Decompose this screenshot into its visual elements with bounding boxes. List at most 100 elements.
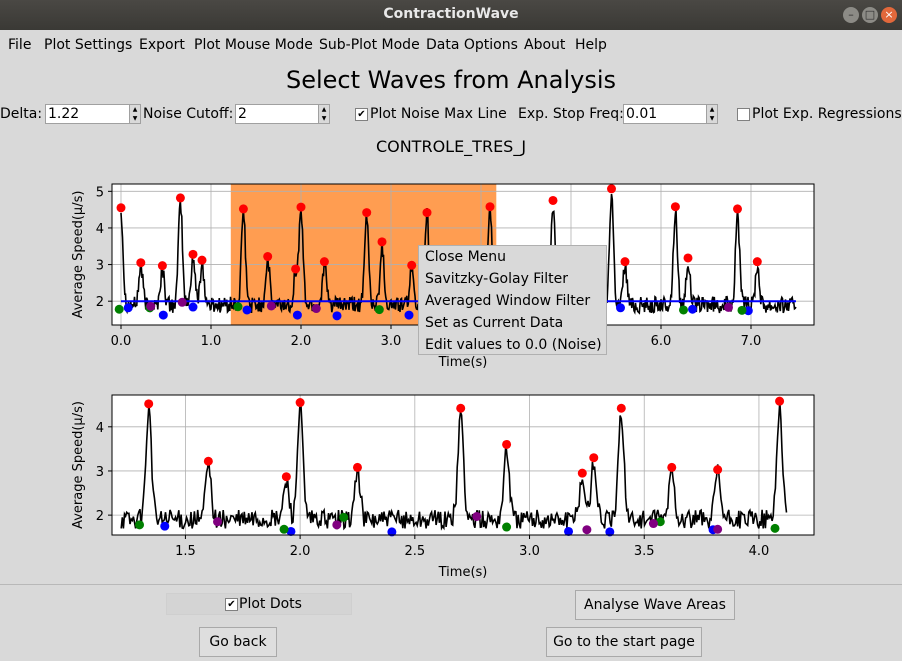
first-min-marker bbox=[242, 305, 252, 315]
x-tick-label: 3.0 bbox=[381, 334, 402, 349]
first-min-marker bbox=[158, 310, 168, 320]
spin-arrows-icon[interactable]: ▲ ▼ bbox=[706, 105, 717, 123]
page-title: Select Waves from Analysis bbox=[285, 66, 617, 94]
title-bar: – □ × ContractionWave bbox=[0, 0, 902, 30]
max-marker bbox=[291, 264, 301, 274]
context-menu-set-current[interactable]: Set as Current Data bbox=[425, 315, 564, 331]
mid-marker bbox=[713, 524, 723, 534]
max-marker bbox=[281, 472, 291, 482]
max-marker bbox=[188, 249, 198, 259]
last-min-marker bbox=[502, 522, 512, 532]
last-min-marker bbox=[279, 524, 289, 534]
mid-marker bbox=[311, 304, 321, 314]
y-tick-label: 4 bbox=[96, 222, 104, 237]
y-tick-label: 3 bbox=[96, 259, 104, 274]
noise-cutoff-spinbox[interactable]: 2 ▲ ▼ bbox=[235, 104, 330, 124]
plot-dots-label: Plot Dots bbox=[239, 596, 302, 612]
menu-export[interactable]: Export bbox=[139, 37, 185, 53]
mid-marker bbox=[332, 520, 342, 530]
max-marker bbox=[362, 208, 372, 218]
max-marker bbox=[296, 202, 306, 212]
x-axis-label: Time(s) bbox=[438, 355, 488, 370]
first-min-marker bbox=[616, 303, 625, 313]
max-marker bbox=[607, 184, 616, 194]
max-marker bbox=[144, 399, 154, 409]
delta-label: Delta: bbox=[0, 106, 43, 122]
max-marker bbox=[157, 261, 167, 271]
x-tick-label: 3.5 bbox=[634, 544, 655, 559]
spin-arrows-icon[interactable]: ▲ ▼ bbox=[318, 105, 329, 123]
mid-marker bbox=[582, 525, 592, 535]
menu-sub-plot-mode[interactable]: Sub-Plot Mode bbox=[319, 37, 420, 53]
max-marker bbox=[752, 257, 762, 267]
signal-line bbox=[120, 401, 788, 531]
x-tick-label: 7.0 bbox=[741, 334, 762, 349]
last-min-marker bbox=[770, 523, 780, 533]
max-marker bbox=[485, 202, 495, 212]
max-marker bbox=[733, 204, 742, 214]
max-marker bbox=[589, 453, 599, 463]
max-marker bbox=[548, 195, 558, 205]
context-menu-close[interactable]: Close Menu bbox=[425, 249, 507, 265]
first-min-marker bbox=[332, 311, 342, 321]
x-tick-label: 2.0 bbox=[290, 544, 311, 559]
go-back-button[interactable]: Go back bbox=[199, 627, 277, 657]
max-marker bbox=[620, 257, 630, 267]
first-min-marker bbox=[564, 526, 574, 536]
max-marker bbox=[616, 403, 626, 413]
x-tick-label: 4.0 bbox=[749, 544, 770, 559]
exp-stop-label: Exp. Stop Freq: bbox=[518, 106, 624, 122]
context-menu-edit-noise[interactable]: Edit values to 0.0 (Noise) bbox=[425, 337, 602, 353]
context-menu-averaged-window[interactable]: Averaged Window Filter bbox=[425, 293, 591, 309]
context-menu-savitzky-golay[interactable]: Savitzky-Golay Filter bbox=[425, 271, 568, 287]
menu-data-options[interactable]: Data Options bbox=[426, 37, 518, 53]
menu-file[interactable]: File bbox=[8, 37, 32, 53]
close-button[interactable]: × bbox=[881, 7, 897, 23]
plot-exp-checkbox[interactable] bbox=[737, 108, 750, 121]
minimize-button[interactable]: – bbox=[843, 7, 859, 23]
y-axis-label: Average Speed(μ/s) bbox=[71, 401, 86, 529]
first-min-marker bbox=[292, 310, 302, 320]
max-marker bbox=[377, 237, 387, 247]
max-marker bbox=[197, 255, 207, 265]
maximize-button[interactable]: □ bbox=[862, 7, 878, 23]
analyse-wave-areas-button[interactable]: Analyse Wave Areas bbox=[575, 590, 735, 620]
x-tick-label: 1.0 bbox=[201, 334, 222, 349]
first-min-marker bbox=[286, 526, 296, 536]
plot-noise-checkbox[interactable]: ✔ bbox=[355, 108, 368, 121]
menu-plot-settings[interactable]: Plot Settings bbox=[44, 37, 133, 53]
exp-stop-spinbox[interactable]: 0.01 ▲ ▼ bbox=[623, 104, 718, 124]
mid-marker bbox=[146, 301, 156, 311]
max-marker bbox=[670, 202, 680, 212]
plot-area bbox=[112, 395, 814, 535]
plot-dots-frame: ✔ Plot Dots bbox=[166, 593, 352, 615]
y-tick-label: 5 bbox=[96, 185, 104, 200]
max-marker bbox=[203, 456, 213, 466]
last-min-marker bbox=[339, 512, 349, 522]
start-page-button[interactable]: Go to the start page bbox=[546, 627, 702, 657]
menu-bar: File Plot Settings Export Plot Mouse Mod… bbox=[0, 30, 902, 60]
delta-spinbox[interactable]: 1.22 ▲ ▼ bbox=[45, 104, 141, 124]
max-marker bbox=[577, 468, 587, 478]
spin-arrows-icon[interactable]: ▲ ▼ bbox=[129, 105, 140, 123]
plot-frame bbox=[111, 394, 815, 536]
mid-marker bbox=[724, 302, 733, 312]
plot-title: CONTROLE_TRES_J bbox=[375, 137, 527, 156]
max-marker bbox=[456, 403, 466, 413]
first-min-marker bbox=[605, 527, 615, 537]
first-min-marker bbox=[123, 303, 133, 313]
max-marker bbox=[295, 398, 305, 408]
plot-exp-label: Plot Exp. Regressions bbox=[752, 106, 902, 122]
max-marker bbox=[713, 465, 723, 475]
menu-plot-mouse-mode[interactable]: Plot Mouse Mode bbox=[194, 37, 313, 53]
mid-marker bbox=[266, 301, 276, 311]
x-tick-label: 3.0 bbox=[519, 544, 540, 559]
menu-about[interactable]: About bbox=[524, 37, 566, 53]
mid-marker bbox=[472, 511, 482, 521]
mid-marker bbox=[648, 519, 658, 529]
menu-help[interactable]: Help bbox=[575, 37, 607, 53]
x-tick-label: 2.0 bbox=[291, 334, 312, 349]
delta-value: 1.22 bbox=[48, 106, 80, 122]
y-axis-label: Average Speed(μ/s) bbox=[71, 191, 86, 319]
plot-dots-checkbox[interactable]: ✔ bbox=[225, 598, 238, 611]
